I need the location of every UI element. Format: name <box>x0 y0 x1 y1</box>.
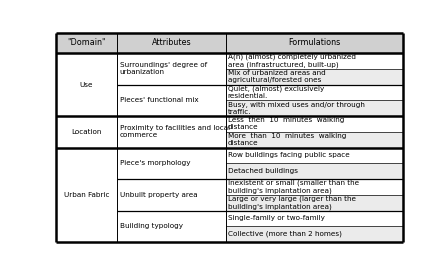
Bar <box>117 179 226 211</box>
Bar <box>56 85 403 100</box>
Text: Mix of urbanized areas and
agricultural/forested ones: Mix of urbanized areas and agricultural/… <box>228 70 326 83</box>
Bar <box>56 148 117 242</box>
Bar <box>56 226 403 242</box>
Text: Quiet, (almost) exclusively
residential.: Quiet, (almost) exclusively residential. <box>228 86 324 99</box>
Text: Building typology: Building typology <box>120 223 182 229</box>
Bar <box>56 53 117 116</box>
Bar <box>56 100 403 116</box>
Text: "Domain": "Domain" <box>67 38 106 47</box>
Text: Urban Fabric: Urban Fabric <box>64 192 109 198</box>
Bar <box>56 195 403 211</box>
Text: Attributes: Attributes <box>151 38 191 47</box>
Text: Large or very large (larger than the
building's implantation area): Large or very large (larger than the bui… <box>228 196 356 210</box>
Text: Row buildings facing public space: Row buildings facing public space <box>228 153 349 159</box>
Bar <box>56 116 403 132</box>
Text: Detached buildings: Detached buildings <box>228 168 298 174</box>
Text: Location: Location <box>71 129 102 135</box>
Bar <box>56 33 403 53</box>
Text: A(n) (almost) completely urbanized
area (infrastructured, built-up): A(n) (almost) completely urbanized area … <box>228 54 356 68</box>
Bar <box>56 53 403 69</box>
Text: Inexistent or small (smaller than the
building's implantation area): Inexistent or small (smaller than the bu… <box>228 180 359 194</box>
Bar <box>117 53 226 85</box>
Text: Busy, with mixed uses and/or through
traffic.: Busy, with mixed uses and/or through tra… <box>228 102 365 115</box>
Bar <box>117 148 226 179</box>
Bar <box>56 69 403 85</box>
Text: Use: Use <box>80 82 93 88</box>
Bar <box>56 116 117 148</box>
Bar <box>56 179 403 195</box>
Bar <box>117 211 226 242</box>
Bar <box>56 148 403 163</box>
Text: Unbuilt property area: Unbuilt property area <box>120 192 197 198</box>
Bar <box>56 163 403 179</box>
Text: Formulations: Formulations <box>289 38 341 47</box>
Text: Less  then  10  minutes  walking
distance: Less then 10 minutes walking distance <box>228 118 344 131</box>
Bar <box>56 211 403 226</box>
Text: More  than  10  minutes  walking
distance: More than 10 minutes walking distance <box>228 133 346 146</box>
Bar <box>56 132 403 148</box>
Text: Proximity to facilities and local
commerce: Proximity to facilities and local commer… <box>120 125 230 138</box>
Text: Pieces' functional mix: Pieces' functional mix <box>120 97 198 103</box>
Text: Collective (more than 2 homes): Collective (more than 2 homes) <box>228 231 342 237</box>
Text: Single-family or two-family: Single-family or two-family <box>228 215 325 221</box>
Text: Piece's morphology: Piece's morphology <box>120 160 190 166</box>
Bar <box>117 85 226 116</box>
Bar <box>117 116 226 148</box>
Text: Surroundings' degree of
urbanization: Surroundings' degree of urbanization <box>120 62 207 75</box>
